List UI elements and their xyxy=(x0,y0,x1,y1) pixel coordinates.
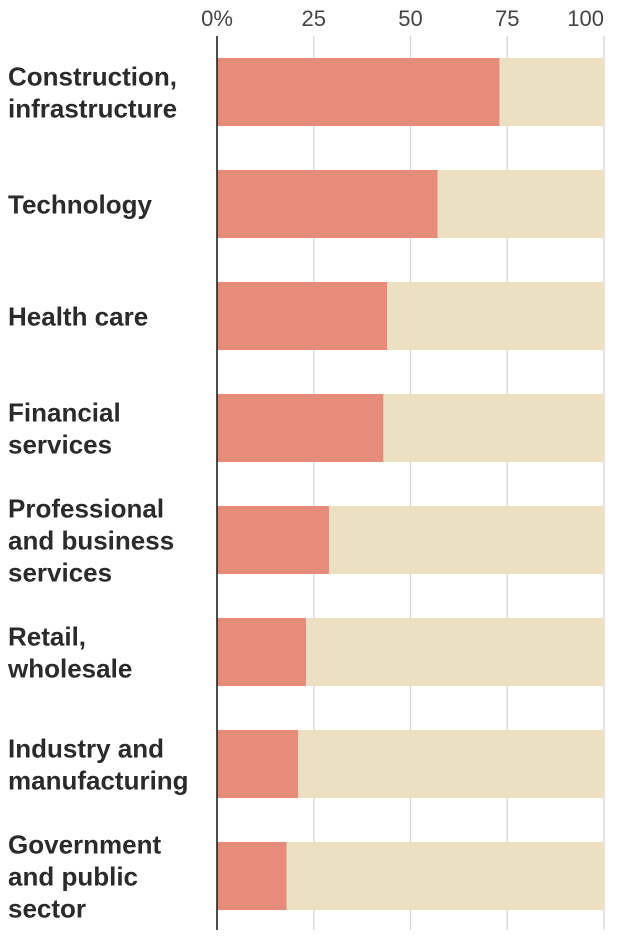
bar-value-4 xyxy=(217,506,330,574)
bar-value-5 xyxy=(217,618,307,686)
bar-remainder-3 xyxy=(383,394,604,462)
category-label-4: Professional and business services xyxy=(8,493,174,587)
x-tick-label-0: 0% xyxy=(201,6,233,31)
bar-value-6 xyxy=(217,730,299,798)
bar-remainder-7 xyxy=(286,842,604,910)
bar-remainder-5 xyxy=(306,618,604,686)
x-axis-tick-labels: 0% 25 50 75 100 xyxy=(201,6,604,31)
bar-remainder-1 xyxy=(437,170,604,238)
bars xyxy=(217,58,604,910)
x-tick-label-100: 100 xyxy=(567,6,604,31)
bar-remainder-2 xyxy=(387,282,604,350)
bar-value-2 xyxy=(217,282,388,350)
category-label-5: Retail, wholesale xyxy=(7,621,132,683)
x-tick-label-75: 75 xyxy=(495,6,519,31)
bar-value-0 xyxy=(217,58,500,126)
bar-value-3 xyxy=(217,394,384,462)
x-tick-label-50: 50 xyxy=(398,6,422,31)
bar-remainder-4 xyxy=(329,506,604,574)
x-tick-label-25: 25 xyxy=(302,6,326,31)
category-label-6: Industry and manufacturing xyxy=(8,733,189,795)
category-label-7: Government and public sector xyxy=(8,829,161,923)
bar-remainder-6 xyxy=(298,730,604,798)
category-label-1: Technology xyxy=(8,189,153,219)
category-label-3: Financial services xyxy=(8,397,121,459)
bar-value-7 xyxy=(217,842,287,910)
bar-remainder-0 xyxy=(499,58,604,126)
category-label-2: Health care xyxy=(8,301,148,331)
category-label-0: Construction, infrastructure xyxy=(8,61,177,123)
bar-value-1 xyxy=(217,170,438,238)
category-labels: Construction, infrastructure Technology Hea… xyxy=(7,61,189,923)
